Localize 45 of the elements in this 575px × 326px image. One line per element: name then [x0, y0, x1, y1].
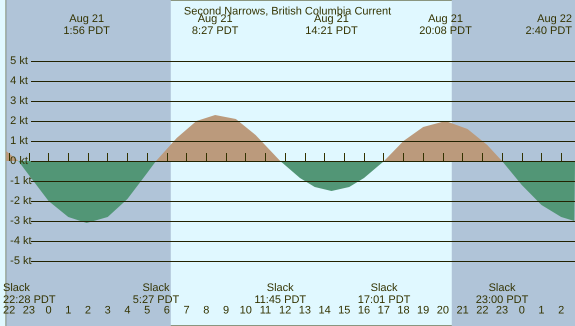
x-tick-label: 2	[84, 304, 92, 316]
y-tick-label: -4 kt	[10, 235, 32, 247]
x-tick-label: 12	[279, 304, 292, 316]
y-tick-label: -5 kt	[10, 255, 32, 267]
y-tick-label: 2 kt	[10, 115, 28, 127]
x-tick-label: 2	[558, 304, 564, 316]
y-tick-label: -2 kt	[10, 195, 32, 207]
y-tick-label: -1 kt	[10, 175, 32, 187]
x-tick-label: 1	[538, 304, 545, 316]
annotation: Slack 17:01 PDT	[358, 282, 411, 306]
x-tick-label: 6	[164, 304, 170, 316]
x-tick-label: 19	[417, 304, 430, 316]
x-tick-label: 10	[240, 304, 252, 316]
y-tick-label: 4 kt	[10, 75, 28, 87]
x-tick-label: 22	[476, 304, 488, 316]
x-tick-label: 9	[222, 304, 230, 316]
x-tick-label: 0	[518, 304, 525, 316]
x-tick-label: 11	[260, 304, 272, 316]
annotation: Aug 21 1:56 PDT	[63, 13, 110, 37]
x-tick-label: 5	[144, 304, 150, 316]
x-tick-label: 17	[378, 304, 390, 316]
annotation: Aug 22 2:40 PDT	[526, 13, 572, 37]
annotation: Slack 5:27 PDT	[132, 282, 180, 306]
annotation: Aug 21 20:08 PDT	[419, 13, 472, 37]
x-tick-label: 15	[338, 304, 350, 316]
x-tick-label: 23	[22, 304, 35, 316]
x-tick-label: 16	[358, 304, 370, 316]
x-tick-label: 23	[496, 304, 508, 316]
x-tick-label: 0	[45, 304, 52, 316]
x-tick-label: 7	[184, 304, 190, 316]
y-tick-label: 1 kt	[10, 135, 28, 147]
x-tick-label: 20	[436, 304, 450, 316]
x-tick-label: 8	[203, 304, 210, 316]
annotation: Slack 23:00 PDT	[476, 282, 529, 306]
x-tick-label: 18	[397, 304, 410, 316]
x-tick-label: 1	[65, 304, 72, 316]
annotation: Slack 11:45 PDT	[254, 282, 306, 306]
x-tick-label: 14	[318, 304, 331, 316]
y-tick-label: 3 kt	[10, 95, 28, 107]
x-tick-label: 4	[124, 304, 130, 316]
x-tick-label: 13	[298, 304, 311, 316]
x-tick-label: 3	[104, 304, 111, 316]
x-tick-label: 21	[456, 304, 469, 316]
y-tick-label: -3 kt	[10, 215, 32, 227]
y-tick-label: 5 kt	[10, 55, 28, 67]
